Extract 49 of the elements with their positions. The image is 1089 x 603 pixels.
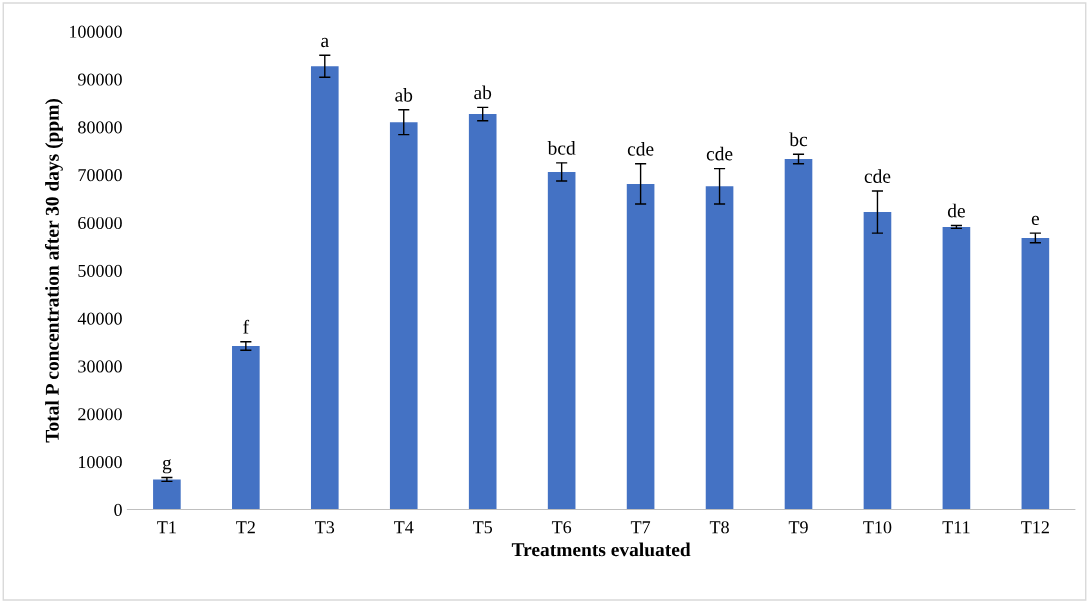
bar (468, 114, 497, 510)
bar (705, 186, 734, 510)
y-tick-label: 60000 (78, 216, 122, 230)
x-tick-label: T1 (157, 521, 176, 534)
bar (153, 479, 181, 510)
y-tick-label: 10000 (79, 455, 122, 469)
x-tick-label: T4 (394, 521, 414, 534)
x-tick-label: T8 (709, 521, 729, 534)
x-tick-label: T2 (236, 521, 255, 534)
bar (863, 212, 892, 510)
x-tick-label: T3 (315, 521, 335, 534)
annotation: f (243, 319, 250, 334)
bar (1021, 237, 1050, 510)
bar (389, 122, 418, 510)
annotation: cde (864, 169, 891, 183)
annotation: g (162, 459, 172, 474)
x-tick-label: T11 (942, 521, 970, 534)
y-tick-label: 90000 (77, 73, 122, 86)
annotation: cde (627, 142, 654, 156)
bar (310, 66, 339, 510)
x-tick-label: T7 (630, 521, 651, 534)
bar (784, 159, 813, 510)
y-axis-title: Total P concentration after 30 days (ppm) (44, 98, 63, 443)
y-tick-label: 80000 (78, 121, 122, 134)
y-tick-label: 40000 (77, 312, 122, 325)
annotation: de (947, 203, 965, 218)
y-tick-label: 100000 (69, 25, 122, 38)
annotation: bc (789, 132, 808, 147)
annotation: cde (706, 146, 733, 161)
annotation: a (321, 37, 329, 48)
annotation: bcd (547, 141, 576, 155)
y-tick-label: 50000 (78, 264, 122, 277)
x-tick-label: T9 (788, 521, 808, 534)
x-tick-label: T6 (551, 521, 572, 534)
x-axis-title: Treatments evaluated (511, 542, 691, 557)
x-tick-label: T5 (473, 521, 493, 534)
y-tick-label: 0 (114, 503, 122, 516)
bar (942, 226, 971, 510)
annotation: e (1031, 215, 1040, 226)
x-tick-label: T12 (1021, 521, 1049, 534)
x-tick-label: T10 (863, 521, 892, 534)
y-tick-label: 70000 (78, 169, 122, 182)
y-tick-label: 20000 (78, 408, 122, 421)
annotation: ab (474, 85, 492, 100)
bar (547, 171, 576, 510)
bar (232, 346, 260, 510)
annotation: ab (395, 87, 413, 102)
bar (626, 183, 655, 510)
y-tick-label: 30000 (78, 360, 122, 373)
